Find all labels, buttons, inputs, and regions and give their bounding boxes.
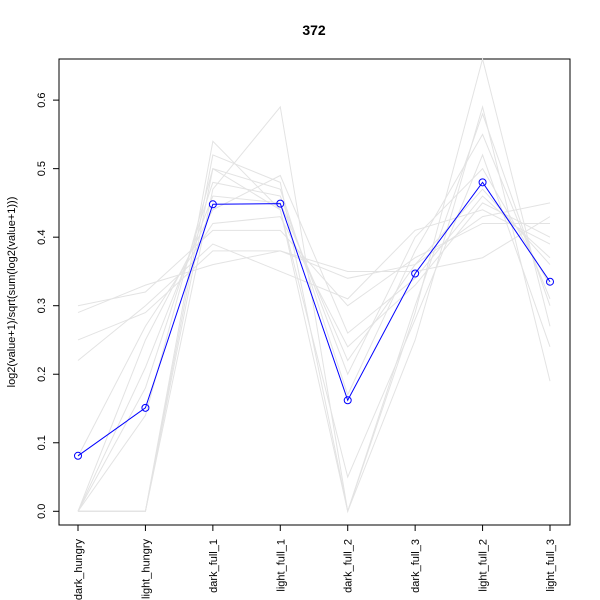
x-tick-label: light_full_2 <box>478 539 490 592</box>
x-tick-label: light_full_1 <box>275 539 287 592</box>
background-series-line <box>77 174 551 512</box>
series-layer <box>74 57 554 514</box>
data-point <box>343 396 352 405</box>
x-tick-label: dark_full_3 <box>410 539 422 593</box>
background-series-line <box>77 167 551 512</box>
data-point <box>208 200 217 209</box>
x-tick-label: dark_full_1 <box>208 539 220 593</box>
x-tick-label: light_hungry <box>140 539 152 599</box>
x-tick-label: light_full_3 <box>545 539 557 592</box>
background-series-line <box>77 202 551 457</box>
data-point <box>411 269 420 278</box>
data-point <box>478 178 487 187</box>
data-point <box>74 451 82 460</box>
y-tick-label: 0.0 <box>36 504 48 519</box>
background-series-line <box>77 133 551 512</box>
background-series-line <box>78 153 551 512</box>
background-series-line <box>78 112 551 514</box>
y-tick-label: 0.1 <box>36 435 48 450</box>
data-point <box>276 199 285 208</box>
chart-title: 372 <box>302 22 326 38</box>
data-point <box>546 277 554 286</box>
y-axis: 0.0 0.1 0.2 0.3 0.4 0.5 0.6 <box>36 92 60 519</box>
y-axis-label: log2(value+1)/sqrt(sum(log2(value+1))) <box>6 197 18 388</box>
y-tick-label: 0.5 <box>36 161 48 176</box>
y-tick-label: 0.4 <box>36 230 48 245</box>
y-tick-label: 0.6 <box>36 92 48 107</box>
background-series-line <box>78 57 551 512</box>
y-tick-label: 0.3 <box>36 298 48 313</box>
x-tick-label: dark_full_2 <box>343 539 355 593</box>
data-point <box>141 403 150 412</box>
background-series-line <box>77 188 551 512</box>
y-tick-label: 0.2 <box>36 367 48 382</box>
background-series-line <box>77 202 551 341</box>
x-tick-label: dark_hungry <box>73 539 85 600</box>
highlight-series-line <box>77 181 551 457</box>
x-axis: dark_hungry light_hungry dark_full_1 light_… <box>73 524 557 600</box>
background-series-line <box>77 209 551 361</box>
background-series-line <box>77 222 550 307</box>
